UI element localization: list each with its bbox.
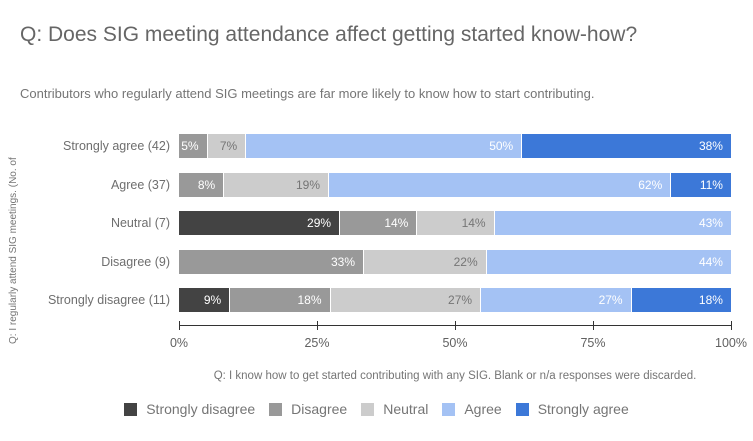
legend-swatch bbox=[124, 402, 138, 416]
bar-segment-agree: 50% bbox=[245, 134, 522, 158]
legend-item-strongly-agree: Strongly agree bbox=[515, 401, 629, 417]
bar-segment-neutral: 7% bbox=[206, 134, 246, 158]
legend-swatch bbox=[442, 402, 456, 416]
chart-subtitle: Contributors who regularly attend SIG me… bbox=[20, 86, 595, 101]
x-axis-tick bbox=[455, 321, 456, 330]
bar-track: 29% 14% 14% 43% bbox=[179, 211, 731, 235]
bar-segment-strongly-disagree: 29% bbox=[179, 211, 340, 235]
legend-swatch bbox=[361, 402, 375, 416]
x-axis-tick bbox=[593, 321, 594, 330]
bar-segment-agree: 62% bbox=[328, 172, 671, 197]
legend-label: Neutral bbox=[383, 401, 429, 417]
legend: Strongly disagree Disagree Neutral Agree Str… bbox=[0, 401, 753, 417]
x-axis-tick bbox=[179, 321, 180, 330]
legend-item-strongly-disagree: Strongly disagree bbox=[124, 401, 255, 417]
bar-row: Disagree (9) 33% 22% 44% bbox=[0, 249, 731, 274]
bar-row: Neutral (7) 29% 14% 14% 43% bbox=[0, 211, 731, 235]
x-axis-note: Q: I know how to get started contributin… bbox=[213, 370, 697, 382]
x-axis-tick-label: 50% bbox=[442, 336, 468, 350]
chart-title: Q: Does SIG meeting attendance affect ge… bbox=[20, 23, 638, 46]
bar-segment-neutral: 19% bbox=[223, 172, 329, 197]
category-label: Strongly agree (42) bbox=[62, 139, 170, 153]
bar-segment-disagree: 8% bbox=[179, 172, 224, 197]
legend-swatch bbox=[515, 402, 529, 416]
bar-track: 5% 7% 50% 38% bbox=[179, 134, 731, 158]
legend-swatch bbox=[269, 402, 283, 416]
x-axis-tick bbox=[317, 321, 318, 330]
category-label: Disagree (9) bbox=[101, 254, 170, 269]
bar-segment-neutral: 22% bbox=[363, 249, 486, 274]
category-label: Neutral (7) bbox=[110, 216, 170, 230]
bar-segment-neutral: 27% bbox=[329, 288, 481, 312]
legend-label: Strongly agree bbox=[537, 401, 629, 417]
legend-item-agree: Agree bbox=[442, 401, 502, 417]
bar-row: Strongly disagree (11) 9% 18% 27% 27% 18% bbox=[0, 288, 731, 312]
bar-track: 9% 18% 27% 27% 18% bbox=[179, 288, 731, 312]
bar-segment-agree: 43% bbox=[493, 211, 731, 235]
bar-segment-strongly-disagree: 9% bbox=[179, 288, 230, 312]
bar-segment-neutral: 14% bbox=[416, 211, 494, 235]
x-axis-tick-label: 100% bbox=[715, 336, 747, 350]
bar-segment-agree: 44% bbox=[485, 249, 731, 274]
bar-segment-disagree: 5% bbox=[179, 134, 207, 158]
legend-item-disagree: Disagree bbox=[269, 401, 347, 417]
bar-segment-strongly-agree: 38% bbox=[521, 134, 731, 158]
x-axis-tick bbox=[731, 321, 732, 330]
legend-label: Strongly disagree bbox=[146, 401, 256, 417]
category-label: Agree (37) bbox=[110, 177, 170, 192]
x-axis-tick-label: 75% bbox=[580, 336, 606, 350]
bar-segment-disagree: 14% bbox=[339, 211, 417, 235]
x-axis-tick-label: 0% bbox=[169, 336, 189, 350]
category-label: Strongly disagree (11) bbox=[47, 293, 170, 307]
legend-label: Agree bbox=[464, 401, 502, 417]
bar-segment-agree: 27% bbox=[480, 288, 631, 312]
bar-row: Agree (37) 8% 19% 62% 11% bbox=[0, 172, 731, 197]
bar-track: 33% 22% 44% bbox=[179, 249, 731, 274]
x-axis-tick-label: 25% bbox=[304, 336, 330, 350]
bar-segment-strongly-agree: 11% bbox=[670, 172, 731, 197]
legend-label: Disagree bbox=[291, 401, 348, 417]
legend-item-neutral: Neutral bbox=[361, 401, 428, 417]
bar-track: 8% 19% 62% 11% bbox=[179, 172, 731, 197]
bar-rows: Strongly agree (42) 5% 7% 50% 38% Agree (37) 8… bbox=[0, 134, 731, 327]
bar-segment-disagree: 33% bbox=[179, 249, 363, 274]
bar-segment-disagree: 18% bbox=[229, 288, 330, 312]
bar-row: Strongly agree (42) 5% 7% 50% 38% bbox=[0, 134, 731, 158]
bar-segment-strongly-agree: 18% bbox=[630, 288, 731, 312]
